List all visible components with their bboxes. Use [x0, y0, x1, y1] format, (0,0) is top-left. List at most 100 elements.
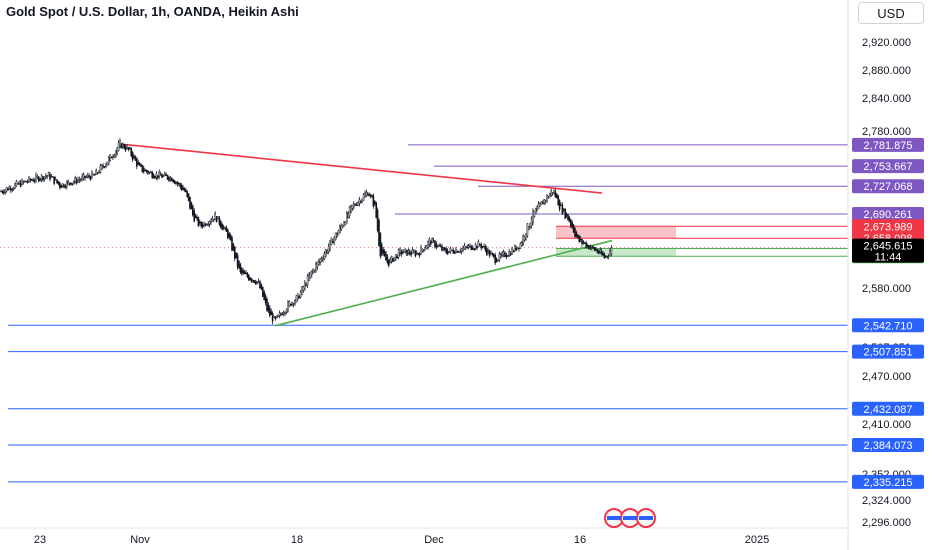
- candle-body: [563, 208, 565, 211]
- candle-body: [70, 182, 72, 186]
- price-badges: 2,781.875 2,753.667 2,727.068 2,690.2612,67…: [852, 137, 924, 489]
- candle-body: [175, 181, 177, 184]
- candle-body: [110, 157, 113, 159]
- candle-body: [477, 241, 480, 248]
- demand-zone[interactable]: [556, 248, 676, 257]
- candle-body: [584, 242, 586, 244]
- candle-body: [264, 295, 267, 304]
- candle-body: [411, 249, 414, 254]
- candle-body: [610, 247, 613, 254]
- price-badge[interactable]: 2,507.851: [852, 344, 924, 359]
- candle-body: [578, 235, 581, 242]
- candle-body: [63, 184, 65, 188]
- candle-body: [404, 248, 407, 252]
- candle-body: [498, 253, 501, 261]
- candle-body: [521, 241, 523, 247]
- candle-body: [273, 316, 275, 318]
- candle-body: [7, 189, 9, 191]
- candle-body: [376, 209, 379, 231]
- candle-body: [603, 253, 606, 259]
- candle-body: [595, 248, 597, 251]
- candle-body: [494, 254, 496, 264]
- price-badge[interactable]: 2,384.073: [852, 437, 924, 452]
- candle-body: [288, 301, 291, 307]
- candle-body: [406, 249, 408, 256]
- candle-body: [446, 250, 449, 255]
- support-trendline[interactable]: [274, 239, 613, 327]
- candle-body: [592, 246, 595, 249]
- candle-body: [424, 247, 426, 251]
- candle-body: [266, 299, 268, 311]
- price-badge[interactable]: 2,432.087: [852, 401, 924, 416]
- candle-body: [253, 280, 256, 283]
- candle-body: [89, 176, 92, 180]
- candle-body: [602, 252, 604, 256]
- candle-body: [235, 252, 237, 258]
- candle-body: [116, 147, 119, 154]
- candle-body: [556, 194, 558, 198]
- price-badge[interactable]: 2,753.667: [852, 159, 924, 174]
- candle-body: [484, 246, 487, 251]
- candle-body: [112, 156, 114, 158]
- candle-body: [271, 312, 274, 322]
- candle-body: [509, 253, 512, 256]
- candle-body: [281, 313, 284, 316]
- resistance-trendline[interactable]: [119, 143, 603, 194]
- candle-body: [129, 148, 131, 150]
- candle-body: [357, 201, 359, 206]
- candle-body: [544, 199, 547, 202]
- price-badge[interactable]: 2,335.215: [852, 474, 924, 489]
- candle-body: [150, 171, 152, 174]
- economic-events-icon[interactable]: [604, 508, 656, 528]
- candle-body: [49, 174, 51, 180]
- candle-body: [413, 250, 415, 253]
- candle-body: [126, 146, 128, 149]
- svg-text:2,645.615: 2,645.615: [864, 241, 913, 253]
- currency-selector-button[interactable]: USD: [858, 2, 924, 24]
- candle-body: [284, 311, 286, 314]
- candle-body: [50, 176, 53, 178]
- candle-body: [332, 241, 334, 244]
- price-badge[interactable]: 2,727.068: [852, 179, 924, 194]
- candle-body: [194, 215, 197, 219]
- candle-body: [120, 143, 123, 149]
- candle-body: [123, 144, 126, 149]
- supply-zone[interactable]: [556, 226, 676, 239]
- candle-body: [162, 175, 165, 177]
- price-tick-label: 2,470.000: [862, 371, 911, 383]
- candle-body: [1, 191, 4, 193]
- candle-body: [502, 251, 505, 255]
- candle-body: [54, 178, 57, 181]
- candle-body: [351, 204, 354, 209]
- candle-body: [519, 243, 522, 249]
- candle-body: [215, 216, 218, 222]
- candle-body: [241, 267, 243, 274]
- candle-body: [512, 250, 515, 253]
- price-badge[interactable]: 2,542.710: [852, 318, 924, 333]
- candle-body: [327, 246, 330, 253]
- price-badge[interactable]: 2,781.875: [852, 137, 924, 152]
- candle-body: [585, 242, 588, 248]
- candle-body: [80, 179, 82, 181]
- candle-body: [383, 251, 386, 257]
- price-tick-label: 2,840.000: [862, 93, 911, 105]
- candle-body: [183, 188, 186, 192]
- candle-body: [382, 249, 384, 254]
- candle-body: [229, 235, 232, 241]
- candle-body: [40, 174, 43, 180]
- price-badge[interactable]: 2,673.989: [852, 219, 924, 234]
- candle-body: [560, 204, 562, 206]
- candle-body: [539, 202, 541, 207]
- candle-body: [458, 251, 460, 253]
- candle-body: [42, 176, 44, 181]
- candle-body: [3, 191, 5, 194]
- time-tick-label: 2025: [745, 534, 769, 546]
- time-tick-label: 16: [574, 534, 586, 546]
- price-badge[interactable]: 2,690.261: [852, 206, 924, 221]
- candle-body: [438, 245, 440, 247]
- price-tick-label: 2,580.000: [862, 283, 911, 295]
- candle-body: [87, 174, 89, 178]
- candle-body: [33, 180, 36, 182]
